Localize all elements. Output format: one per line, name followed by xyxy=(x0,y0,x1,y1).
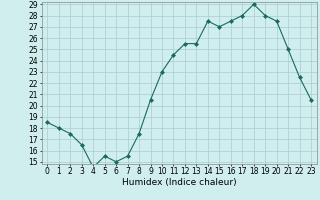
X-axis label: Humidex (Indice chaleur): Humidex (Indice chaleur) xyxy=(122,178,236,187)
